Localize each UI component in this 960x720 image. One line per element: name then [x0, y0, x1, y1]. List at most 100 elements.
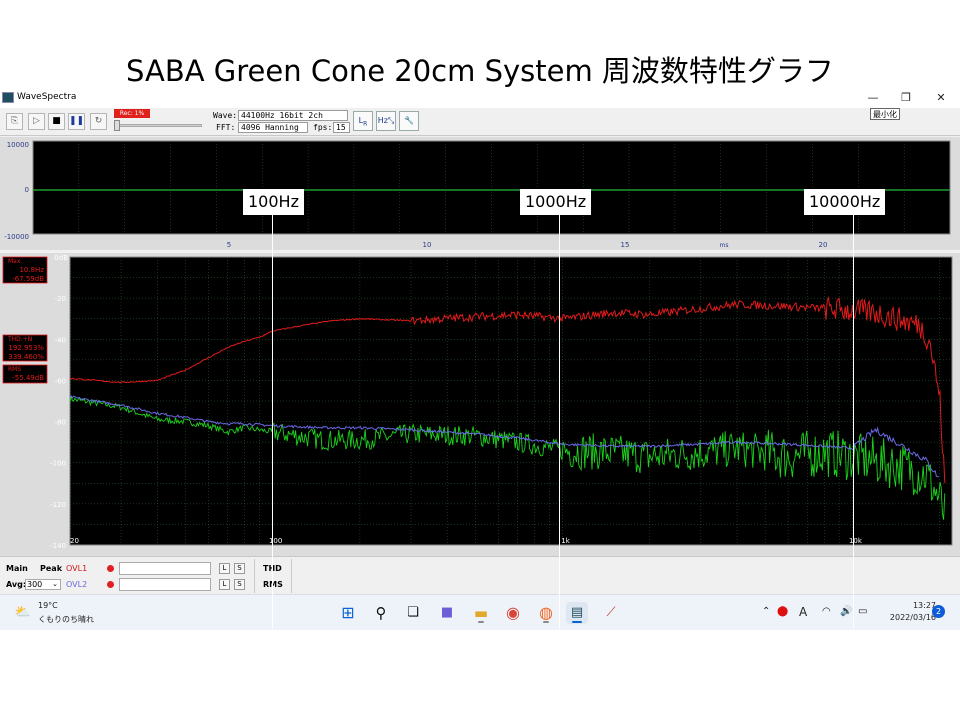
ime-indicator[interactable]: A	[799, 605, 808, 619]
spectrum-y-tick-label: -100	[50, 460, 66, 468]
windows-taskbar: ⛅ 19°C くもりのち晴れ ⊞ ⚲ ❏ ■ ▬ ◉ ◍ ▤ ⟋ ⌃ ⬤ A ◠…	[0, 594, 960, 630]
fps-field[interactable]: 15	[333, 122, 350, 133]
search-icon[interactable]: ⚲	[375, 604, 387, 622]
open-file-icon[interactable]: ⎘	[6, 113, 23, 130]
green-current-trace	[69, 396, 946, 520]
fft-label: FFT:	[216, 123, 236, 132]
annotation-label-100hz: 100Hz	[243, 189, 304, 215]
spectrum-y-tick-label: -80	[55, 419, 66, 427]
ovl1-label: OVL1	[66, 564, 88, 573]
hz-scale-icon[interactable]: Hz⤡	[376, 111, 396, 131]
chevron-up-icon[interactable]: ⌃	[762, 606, 771, 617]
scope-x-tick-label: 15	[621, 241, 630, 249]
avg-select[interactable]: 300 ⌄	[25, 579, 61, 590]
control-divider	[291, 559, 292, 593]
annotation-line-100hz	[272, 200, 273, 628]
thd-readout-title: THD.+N	[7, 336, 32, 343]
scope-x-tick-label: 10	[423, 241, 432, 249]
record-icon[interactable]: ↻	[90, 113, 107, 130]
scope-x-tick-label: 5	[227, 241, 231, 249]
wavegene-icon[interactable]: ⟋	[606, 605, 616, 620]
thd-readout-box	[2, 334, 48, 362]
running-indicator	[478, 621, 484, 623]
clock-time[interactable]: 13:27	[912, 601, 936, 610]
max-readout-title: Max	[8, 258, 21, 265]
notification-badge[interactable]: 2	[932, 605, 945, 618]
close-button[interactable]: ✕	[936, 91, 946, 104]
waveform-plot: 10000 0 -10000 5 10 15 20 ms	[4, 140, 951, 249]
pause-icon[interactable]: ❚❚	[68, 113, 85, 130]
spectrum-y-tick-label: -40	[55, 336, 66, 344]
annotation-line-1000hz	[559, 200, 560, 628]
spectrum-y-tick-label: -60	[55, 377, 66, 385]
s1-button[interactable]: S	[234, 563, 245, 574]
s2-button[interactable]: S	[234, 579, 245, 590]
max-readout-box	[2, 256, 48, 284]
spectrum-y-tick-label: -140	[50, 542, 66, 550]
start-icon[interactable]: ⊞	[341, 603, 355, 622]
peak-label: Peak	[40, 564, 63, 573]
scope-y-tick-label: -10000	[4, 233, 29, 241]
avg-label: Avg:	[6, 580, 27, 589]
scope-x-unit-label: ms	[720, 242, 729, 249]
weather-temperature[interactable]: 19°C	[38, 601, 58, 610]
wavespectra-window: WaveSpectra — ❐ ✕ ⎘ ▷ ■ ❚❚ ↻ Rec: 1% Wav…	[0, 88, 960, 602]
battery-icon[interactable]: ▭	[858, 606, 868, 617]
rms-readout-title: RMS	[8, 366, 21, 373]
spectrum-plot: 0dB -20 -40 -60 -80 -100 -120 -140 20 100 1k 10k Max…	[2, 254, 953, 550]
rms-readout-box	[2, 364, 48, 384]
thd-readout-value1: 192.953%	[8, 344, 44, 352]
fps-label: fps:	[313, 123, 333, 132]
scope-y-tick-label: 10000	[7, 141, 29, 149]
ovl1-indicator	[107, 565, 114, 572]
firefox-icon[interactable]: ◍	[539, 603, 553, 623]
spectrum-y-tick-label: -120	[50, 501, 66, 509]
task-view-icon[interactable]: ❏	[407, 605, 419, 620]
spectrum-y-tick-label: 0dB	[54, 254, 68, 262]
avg-value: 300	[27, 580, 43, 589]
ovl2-indicator	[107, 581, 114, 588]
position-slider-track[interactable]	[114, 124, 202, 127]
waveform-scope: 10000 0 -10000 5 10 15 20 ms	[0, 137, 960, 250]
control-divider	[254, 559, 255, 593]
position-slider-thumb[interactable]	[114, 120, 120, 131]
app-icon	[2, 92, 14, 103]
scope-plot-area	[32, 140, 951, 235]
security-tray-icon[interactable]: ⬤	[777, 606, 789, 617]
rms-readout-value: -55.49dB	[12, 374, 44, 382]
control-panel: Main Peak Avg: 300⌄ OVL1 OVL2 L S L S TH…	[0, 556, 960, 596]
rec-level-badge: Rec: 1%	[114, 109, 150, 118]
maximize-button[interactable]: ❐	[901, 91, 911, 104]
wave-format-field: 44100Hz 16bit 2ch	[238, 110, 348, 121]
app-title: WaveSpectra	[17, 92, 77, 102]
spectrum-x-tick-label: 20	[70, 537, 79, 545]
spectrum-x-tick-label: 1k	[561, 537, 570, 545]
wifi-icon[interactable]: ◠	[822, 606, 831, 617]
wave-label: Wave:	[213, 111, 238, 120]
weather-text[interactable]: くもりのち晴れ	[38, 615, 94, 624]
l2-button[interactable]: L	[219, 579, 230, 590]
file-explorer-icon[interactable]: ▬	[473, 604, 489, 623]
annotation-line-10000hz	[853, 200, 854, 628]
fft-setting-field[interactable]: 4096 Hanning	[238, 122, 308, 133]
play-icon[interactable]: ▷	[28, 113, 45, 130]
wrench-icon[interactable]: 🔧	[399, 111, 419, 131]
running-indicator	[543, 621, 549, 623]
title-bar[interactable]: WaveSpectra — ❐ ✕	[0, 88, 960, 108]
speaker-icon[interactable]: 🔊	[840, 606, 853, 617]
clock-date[interactable]: 2022/03/16	[889, 613, 936, 622]
spectrum-panel: 0dB -20 -40 -60 -80 -100 -120 -140 20 100 1k 10k Max…	[0, 253, 960, 556]
chevron-down-icon: ⌄	[52, 580, 58, 588]
lr-channel-icon[interactable]: LR	[353, 111, 373, 131]
stop-icon[interactable]: ■	[48, 113, 65, 130]
scope-x-tick-label: 20	[819, 241, 828, 249]
wavespectra-taskbar-icon[interactable]: ▤	[566, 602, 588, 624]
l1-button[interactable]: L	[219, 563, 230, 574]
chat-icon[interactable]: ■	[440, 605, 454, 620]
minimize-button[interactable]: —	[867, 91, 879, 104]
ovl2-meter	[119, 578, 211, 591]
ovl2-label: OVL2	[66, 580, 88, 589]
weather-icon[interactable]: ⛅	[14, 605, 32, 620]
active-indicator	[572, 621, 582, 623]
chrome-icon[interactable]: ◉	[506, 603, 520, 622]
